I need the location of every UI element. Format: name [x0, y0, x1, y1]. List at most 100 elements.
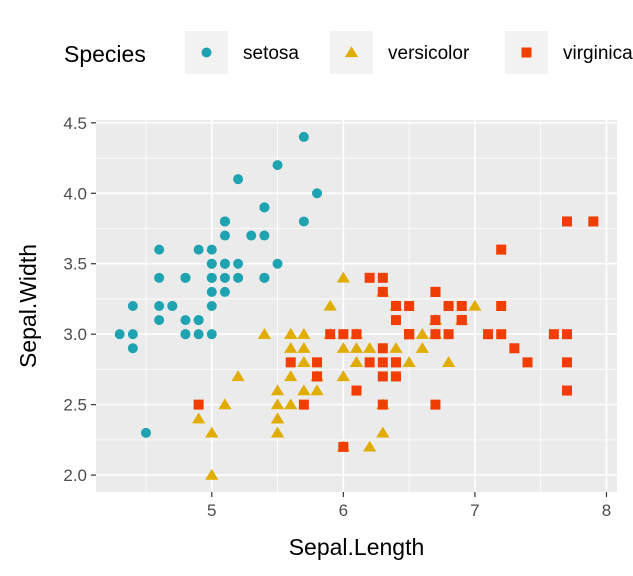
virginica-point [285, 357, 296, 368]
setosa-point [154, 272, 165, 283]
virginica-point [377, 357, 388, 368]
versicolor-point [297, 327, 311, 339]
virginica-point [338, 441, 349, 452]
versicolor-point [270, 412, 285, 424]
setosa-point [206, 272, 217, 283]
setosa-point [259, 230, 270, 241]
virginica-point [377, 272, 388, 283]
setosa-point [206, 258, 217, 269]
versicolor-point [336, 370, 350, 382]
x-tick-label: 5 [207, 501, 216, 520]
setosa-point [219, 258, 230, 269]
y-tick-label: 2.0 [63, 466, 87, 485]
x-tick-label: 7 [470, 501, 479, 520]
setosa-point [114, 329, 125, 340]
y-tick-label: 3.0 [63, 325, 87, 344]
setosa-point [127, 329, 138, 340]
legend-item-setosa: setosa [185, 31, 299, 74]
setosa-point [206, 244, 217, 255]
versicolor-point [284, 342, 298, 353]
virginica-point [390, 301, 401, 311]
setosa-point [193, 329, 204, 340]
x-tick-label: 8 [602, 501, 611, 520]
versicolor-point [376, 426, 390, 438]
legend-label-versicolor: versicolor [388, 43, 470, 64]
versicolor-point [363, 440, 377, 452]
setosa-point [233, 272, 244, 283]
versicolor-point [363, 342, 377, 353]
setosa-point [312, 188, 323, 199]
setosa-point [154, 315, 165, 326]
legend-item-virginica: virginica [505, 31, 633, 74]
virginica-point [430, 315, 441, 326]
versicolor-point [310, 384, 324, 396]
legend-label-setosa: setosa [243, 43, 299, 64]
virginica-point [430, 329, 441, 340]
virginica-point [483, 329, 494, 340]
virginica-point [456, 315, 467, 326]
setosa-point [127, 343, 138, 354]
versicolor-point [297, 384, 311, 396]
versicolor-point [402, 356, 416, 368]
versicolor-point [349, 342, 364, 353]
versicolor-point [284, 327, 298, 339]
virginica-point [390, 357, 401, 368]
virginica-point [193, 399, 204, 410]
setosa-point [219, 286, 230, 297]
virginica-point [430, 286, 441, 297]
virginica-point [562, 357, 573, 368]
virginica-point [377, 343, 388, 354]
setosa-point [154, 244, 165, 255]
y-tick-label: 4.0 [63, 184, 87, 203]
virginica-point [364, 357, 375, 368]
virginica-point [325, 329, 336, 340]
virginica-point [351, 385, 362, 396]
setosa-point [193, 244, 204, 255]
virginica-point [456, 301, 467, 311]
virginica-point [390, 371, 401, 382]
setosa-point [193, 315, 204, 326]
setosa-point [167, 301, 178, 311]
versicolor-point [257, 327, 272, 339]
versicolor-point [231, 370, 245, 382]
legend-key-versicolor [344, 46, 359, 58]
y-tick-label: 4.5 [63, 114, 87, 133]
setosa-point [206, 329, 217, 340]
setosa-point [272, 258, 283, 269]
x-tick-label: 6 [339, 501, 348, 520]
setosa-point [298, 216, 309, 227]
versicolor-point [415, 327, 429, 339]
versicolor-point [336, 342, 350, 353]
virginica-point [496, 301, 507, 311]
versicolor-point [389, 342, 403, 353]
virginica-point [443, 329, 454, 340]
virginica-point [404, 301, 415, 311]
legend-key-virginica [521, 47, 532, 58]
versicolor-point [284, 398, 298, 410]
virginica-point [312, 357, 323, 368]
virginica-point [377, 371, 388, 382]
setosa-point [246, 230, 257, 241]
virginica-point [377, 399, 388, 410]
setosa-point [180, 272, 191, 283]
setosa-point [298, 131, 309, 142]
versicolor-point [205, 426, 219, 438]
setosa-point [233, 258, 244, 269]
legend-title: Species [64, 41, 146, 67]
versicolor-point [192, 412, 206, 424]
setosa-point [259, 272, 270, 283]
setosa-point [180, 329, 191, 340]
virginica-point [312, 371, 323, 382]
legend: Species setosa versicolor virginica [64, 31, 633, 74]
setosa-point [233, 174, 244, 185]
virginica-point [443, 301, 454, 311]
versicolor-point [297, 356, 311, 368]
versicolor-point [468, 299, 482, 311]
versicolor-point [336, 271, 350, 283]
virginica-point [390, 315, 401, 326]
x-axis-title: Sepal.Length [289, 534, 425, 560]
virginica-point [496, 329, 507, 340]
versicolor-point [415, 342, 429, 353]
virginica-point [351, 329, 362, 340]
